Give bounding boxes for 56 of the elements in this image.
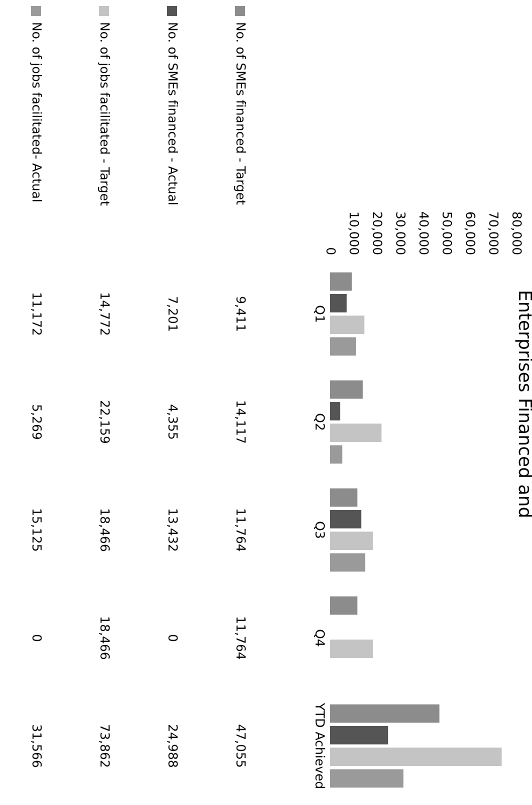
bar: [330, 424, 382, 442]
bar: [330, 596, 358, 615]
y-tick-label: Q1: [314, 306, 325, 322]
x-tick-label: 70,000: [488, 212, 499, 254]
bar: [330, 337, 356, 356]
bar: [330, 769, 404, 788]
data-label: 14,117: [235, 402, 246, 443]
data-label: 7,201: [167, 297, 178, 331]
data-label: 22,159: [99, 401, 110, 443]
data-label: 14,772: [99, 294, 110, 335]
data-label: 47,055: [235, 724, 246, 767]
x-tick-label: 0: [326, 248, 336, 254]
x-tick-label: 40,000: [418, 212, 429, 254]
bar: [330, 748, 502, 766]
data-label: 4,355: [167, 404, 178, 439]
bar: [330, 380, 363, 399]
data-label: 15,125: [31, 510, 42, 551]
x-tick-label: 60,000: [464, 212, 476, 254]
data-label: 24,988: [167, 725, 178, 768]
x-tick-label: 50,000: [441, 212, 452, 254]
bar: [330, 726, 388, 744]
bar: [330, 316, 364, 334]
data-label: 5,269: [31, 405, 42, 440]
bar: [330, 294, 347, 312]
data-label: 0: [32, 634, 42, 642]
data-label: 18,466: [99, 618, 110, 660]
x-tick-label: 80,000: [511, 212, 522, 254]
legend-label: No. of jobs facilitated - Target: [98, 23, 110, 206]
y-tick-label: Q2: [314, 414, 325, 430]
legend-label: No. of jobs facilitated- Actual: [30, 23, 42, 202]
data-label: 13,432: [167, 510, 178, 551]
y-tick-label: YTD Achieved: [315, 702, 326, 788]
legend-label: No. of SMEs financed - Actual: [168, 23, 178, 204]
bar: [330, 553, 366, 572]
x-tick-label: 20,000: [372, 212, 382, 254]
bar: [330, 445, 342, 464]
data-label: 11,764: [235, 618, 246, 660]
data-label: 9,411: [235, 296, 246, 331]
y-tick-label: Q3: [314, 522, 325, 538]
data-label: 31,566: [31, 725, 42, 768]
bar: [330, 272, 352, 291]
legend-label: No. of SMEs financed - Target: [234, 23, 246, 205]
data-label: 11,172: [31, 294, 42, 335]
y-tick-label: Q4: [314, 630, 325, 646]
x-tick-label: 10,000: [348, 212, 360, 254]
bar: [330, 402, 340, 420]
bar: [330, 532, 373, 550]
data-label: 11,764: [235, 510, 246, 552]
bar: [330, 510, 362, 528]
x-tick-label: 30,000: [394, 212, 406, 254]
bar: [330, 704, 440, 723]
bar: [330, 488, 358, 507]
data-label: 73,862: [99, 725, 110, 767]
data-label: 0: [168, 634, 178, 642]
data-label: 18,466: [99, 510, 110, 552]
bar: [330, 640, 373, 658]
